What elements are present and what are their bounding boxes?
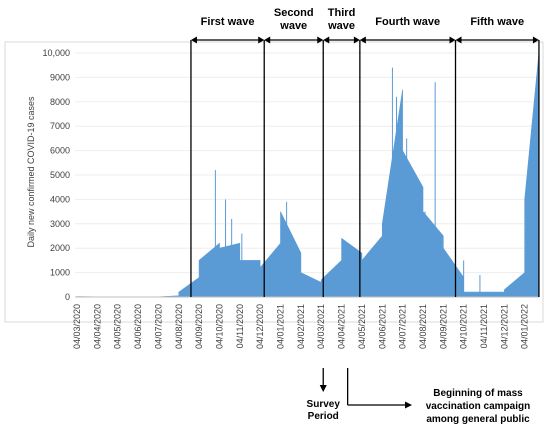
vaccination-arrow-head: [405, 401, 412, 409]
y-tick-label: 6000: [50, 146, 70, 156]
x-tick-label: 04/11/2020: [235, 304, 245, 348]
wave-arrow-left: [323, 36, 330, 44]
cases-area: [76, 52, 540, 298]
x-tick-label: 04/10/2020: [214, 304, 224, 349]
x-tick-label: 04/04/2021: [337, 304, 347, 349]
wave-label: Fourth wave: [375, 16, 440, 28]
wave-label: Fifth wave: [470, 16, 524, 28]
y-tick-label: 3000: [50, 219, 70, 229]
wave-arrow-left: [455, 36, 462, 44]
y-tick-label: 4000: [50, 194, 70, 204]
x-tick-label: 04/04/2020: [92, 304, 102, 349]
x-tick-label: 04/08/2021: [418, 304, 428, 349]
x-tick-label: 04/07/2021: [398, 304, 408, 349]
x-tick-label: 04/06/2020: [133, 304, 143, 349]
x-tick-label: 04/10/2021: [459, 304, 469, 349]
x-tick-label: 04/06/2021: [377, 304, 387, 349]
y-tick-label: 1000: [50, 268, 70, 278]
x-tick-label: 04/01/2021: [276, 304, 286, 349]
wave-arrow-right: [258, 36, 265, 44]
x-tick-label: 04/03/2020: [72, 304, 82, 349]
y-tick-label: 5000: [50, 170, 70, 180]
y-tick-label: 0: [65, 292, 70, 302]
data-area: [76, 52, 540, 298]
x-tick-label: 04/07/2020: [153, 304, 163, 349]
y-tick-label: 9000: [50, 72, 70, 82]
wave-label: wave: [279, 20, 307, 32]
x-tick-label: 04/05/2021: [357, 304, 367, 349]
survey-period-label: Survey: [307, 399, 341, 410]
wave-arrow-left: [190, 36, 197, 44]
x-tick-label: 04/09/2021: [438, 304, 448, 349]
wave-arrow-left: [264, 36, 271, 44]
wave-label: First wave: [201, 16, 255, 28]
survey-arrow-head: [319, 385, 327, 392]
plot-area-border: [4, 41, 544, 323]
y-tick-label: 8000: [50, 97, 70, 107]
y-tick-label: 7000: [50, 121, 70, 131]
wave-arrow-right: [317, 36, 324, 44]
x-tick-label: 04/05/2020: [113, 304, 123, 349]
wave-label: wave: [327, 20, 355, 32]
gridlines: [75, 52, 538, 298]
x-tick-label: 04/03/2021: [316, 304, 326, 349]
survey-period-label: Period: [308, 411, 339, 422]
x-tick-label: 04/09/2020: [194, 304, 204, 349]
x-tick-label: 04/11/2021: [479, 304, 489, 348]
y-axis-label: Daily new confirmed COVID-19 cases: [26, 96, 36, 248]
y-axis-ticks: 0 1000 2000 3000 4000 5000 6000 7000 8000 9000 10,…: [42, 48, 70, 302]
y-tick-label: 2000: [50, 243, 70, 253]
wave-label: Third: [328, 7, 356, 19]
x-tick-label: 04/12/2021: [499, 304, 509, 349]
wave-arrow-right: [532, 36, 539, 44]
wave-arrow-right: [353, 36, 360, 44]
vaccination-campaign-label: vaccination campaign: [426, 401, 530, 412]
x-axis-ticks: 04/03/2020 04/04/2020 04/05/2020 04/06/2020…: [72, 296, 538, 349]
wave-arrow-left: [359, 36, 366, 44]
x-tick-label: 04/01/2022: [520, 304, 530, 349]
y-tick-label: 10,000: [42, 48, 70, 58]
wave-arrow-right: [449, 36, 456, 44]
vaccination-campaign-label: Beginning of mass: [433, 388, 523, 399]
x-tick-label: 04/02/2021: [296, 304, 306, 349]
vaccination-campaign-label: among general public: [426, 414, 530, 425]
x-tick-label: 04/12/2020: [255, 304, 265, 349]
x-tick-label: 04/08/2020: [174, 304, 184, 349]
wave-label: Second: [274, 7, 314, 19]
